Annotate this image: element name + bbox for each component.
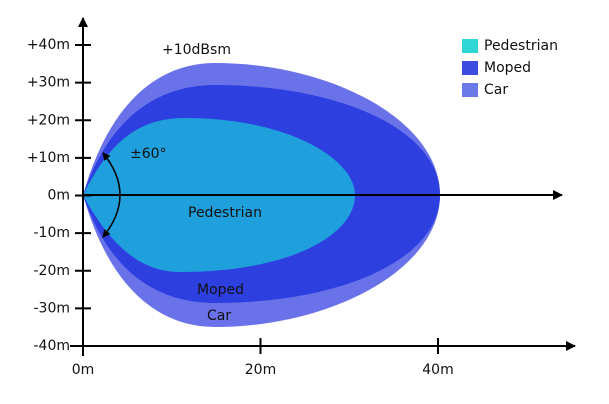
- angle-label: ±60°: [130, 146, 167, 162]
- y-tick-label: +30m: [27, 75, 70, 91]
- y-tick-label: -20m: [33, 263, 70, 279]
- rcs-label: +10dBsm: [162, 42, 231, 58]
- legend-label: Car: [484, 82, 508, 98]
- legend-swatch: [462, 61, 478, 75]
- legend-label: Moped: [484, 60, 531, 76]
- car-label: Car: [207, 308, 231, 324]
- angle-arc: [102, 152, 121, 238]
- x-tick-label: 40m: [422, 362, 453, 378]
- legend-swatch: [462, 39, 478, 53]
- y-tick-label: -40m: [33, 338, 70, 354]
- moped-label: Moped: [197, 282, 244, 298]
- y-tick-label: +10m: [27, 150, 70, 166]
- pedestrian-label: Pedestrian: [188, 205, 262, 221]
- y-tick-label: 0m: [47, 188, 70, 204]
- y-tick-label: +40m: [27, 37, 70, 53]
- x-tick-label: 20m: [245, 362, 276, 378]
- legend-swatch: [462, 83, 478, 97]
- legend-label: Pedestrian: [484, 38, 558, 54]
- y-tick-label: -10m: [33, 225, 70, 241]
- y-tick-label: -30m: [33, 300, 70, 316]
- x-tick-label: 0m: [72, 362, 95, 378]
- y-tick-label: +20m: [27, 112, 70, 128]
